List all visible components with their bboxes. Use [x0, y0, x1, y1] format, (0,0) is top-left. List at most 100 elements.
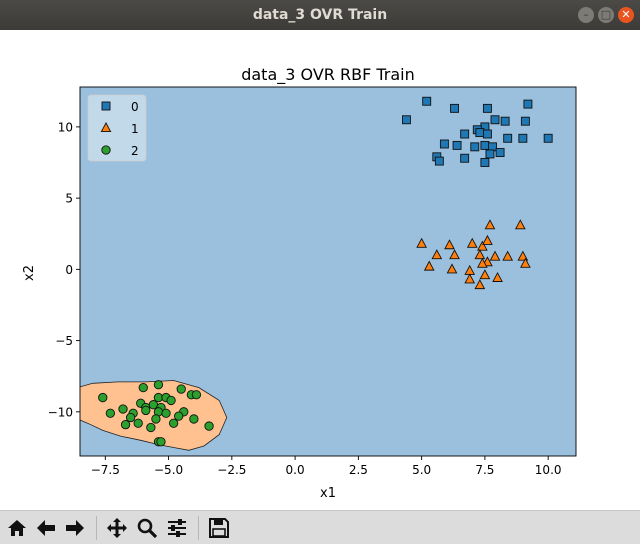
x-tick-label: 5.0	[412, 463, 431, 477]
data-point-class-1	[492, 271, 503, 282]
close-icon[interactable]: ✕	[618, 7, 634, 23]
data-point-class-0	[460, 153, 470, 163]
data-point-class-0	[480, 158, 490, 167]
data-point-class-2	[141, 405, 151, 416]
y-tick-label: 5	[65, 192, 73, 206]
data-point-class-1	[449, 249, 460, 260]
data-point-class-1	[431, 249, 443, 260]
data-point-class-1	[416, 237, 427, 248]
legend-box	[87, 94, 147, 162]
data-point-class-0	[495, 148, 505, 157]
legend-marker-2	[101, 145, 111, 155]
data-point-class-2	[168, 418, 179, 428]
pan-icon[interactable]	[104, 515, 130, 541]
data-point-class-1	[444, 239, 455, 250]
data-point-class-0	[422, 96, 432, 106]
minimize-icon[interactable]: –	[578, 7, 594, 23]
x-tick-label: 0.0	[286, 463, 305, 477]
data-point-class-1	[479, 269, 491, 280]
data-point-class-1	[466, 237, 478, 248]
data-point-class-2	[120, 420, 131, 430]
data-point-class-0	[503, 133, 513, 143]
data-point-class-2	[153, 392, 164, 403]
data-point-class-2	[151, 414, 161, 424]
data-point-class-2	[133, 418, 143, 428]
data-point-class-2	[161, 408, 171, 418]
data-point-class-2	[191, 390, 202, 400]
data-point-class-2	[98, 392, 108, 403]
data-point-class-2	[138, 382, 148, 393]
save-icon[interactable]	[206, 515, 232, 541]
data-point-class-2	[204, 421, 214, 431]
data-point-class-2	[174, 411, 184, 421]
data-point-class-2	[125, 412, 136, 423]
axes-frame	[79, 86, 577, 457]
data-point-class-1	[484, 219, 496, 230]
data-point-class-0	[518, 133, 528, 143]
data-point-class-0	[460, 129, 470, 139]
data-point-class-1	[423, 260, 435, 271]
data-point-class-2	[118, 404, 128, 414]
y-tick-label: −5	[55, 334, 73, 348]
data-point-class-1	[514, 219, 526, 230]
data-point-class-0	[482, 103, 492, 113]
data-point-class-1	[474, 249, 486, 260]
legend-marker-1	[100, 122, 112, 133]
data-point-class-2	[146, 422, 156, 433]
data-points	[98, 96, 553, 447]
data-point-class-0	[434, 156, 444, 166]
data-point-class-0	[452, 140, 462, 150]
chart: −7.5 −5.0 −2.5 0.0 2.5 5.0 7.5 10.0 −10 −5 0 5 10 0 1 2…	[22, 65, 577, 501]
data-point-class-1	[482, 234, 493, 245]
toolbar-separator	[198, 516, 199, 540]
data-point-class-1	[464, 273, 476, 284]
data-point-class-1	[520, 257, 531, 268]
x-tick-label: −5.0	[154, 463, 183, 477]
data-point-class-0	[401, 115, 411, 125]
legend-label-0: 0	[131, 100, 139, 114]
maximize-icon[interactable]: □	[598, 7, 614, 23]
forward-arrow-icon[interactable]	[62, 515, 88, 541]
data-point-class-0	[480, 140, 490, 150]
window-title: data_3 OVR Train	[252, 7, 388, 23]
legend-label-2: 2	[131, 144, 139, 158]
zoom-icon[interactable]	[134, 515, 160, 541]
data-point-class-1	[502, 250, 514, 261]
navigation-toolbar	[0, 510, 640, 544]
data-point-class-1	[477, 240, 488, 251]
data-point-class-1	[446, 263, 458, 274]
home-icon[interactable]	[4, 515, 30, 541]
configure-subplots-icon[interactable]	[164, 515, 190, 541]
back-arrow-icon[interactable]	[33, 515, 59, 541]
x-tick-label: 7.5	[475, 463, 494, 477]
data-point-class-2	[156, 437, 166, 447]
legend-marker-0	[101, 101, 111, 111]
data-point-class-1	[489, 250, 501, 261]
x-axis-label: x1	[320, 486, 336, 501]
window-titlebar: data_3 OVR Train – □ ✕	[0, 0, 640, 30]
toolbar-separator	[96, 516, 97, 540]
data-point-class-2	[189, 414, 199, 424]
data-point-class-2	[176, 384, 186, 394]
data-point-class-0	[520, 116, 530, 126]
y-tick-label: −10	[48, 405, 73, 419]
figure-canvas: −7.5 −5.0 −2.5 0.0 2.5 5.0 7.5 10.0 −10 −5 0 5 10 0 1 2…	[0, 30, 640, 510]
data-point-class-2	[105, 408, 116, 418]
y-axis-label: x2	[22, 265, 37, 281]
data-point-class-0	[439, 139, 449, 149]
legend-label-1: 1	[131, 122, 139, 136]
data-point-class-2	[153, 380, 164, 390]
data-point-class-2	[148, 400, 159, 410]
data-point-class-0	[482, 129, 492, 139]
chart-title: data_3 OVR RBF Train	[241, 65, 415, 85]
data-point-class-0	[490, 115, 500, 125]
data-point-class-0	[475, 128, 485, 138]
x-tick-label: 2.5	[349, 463, 368, 477]
data-point-class-0	[470, 142, 480, 152]
y-tick-label: 10	[58, 120, 73, 134]
x-tick-label: 10.0	[535, 463, 562, 477]
data-point-class-0	[543, 133, 553, 143]
data-point-class-1	[474, 279, 486, 290]
data-point-class-0	[500, 116, 510, 126]
data-point-class-1	[517, 250, 529, 261]
